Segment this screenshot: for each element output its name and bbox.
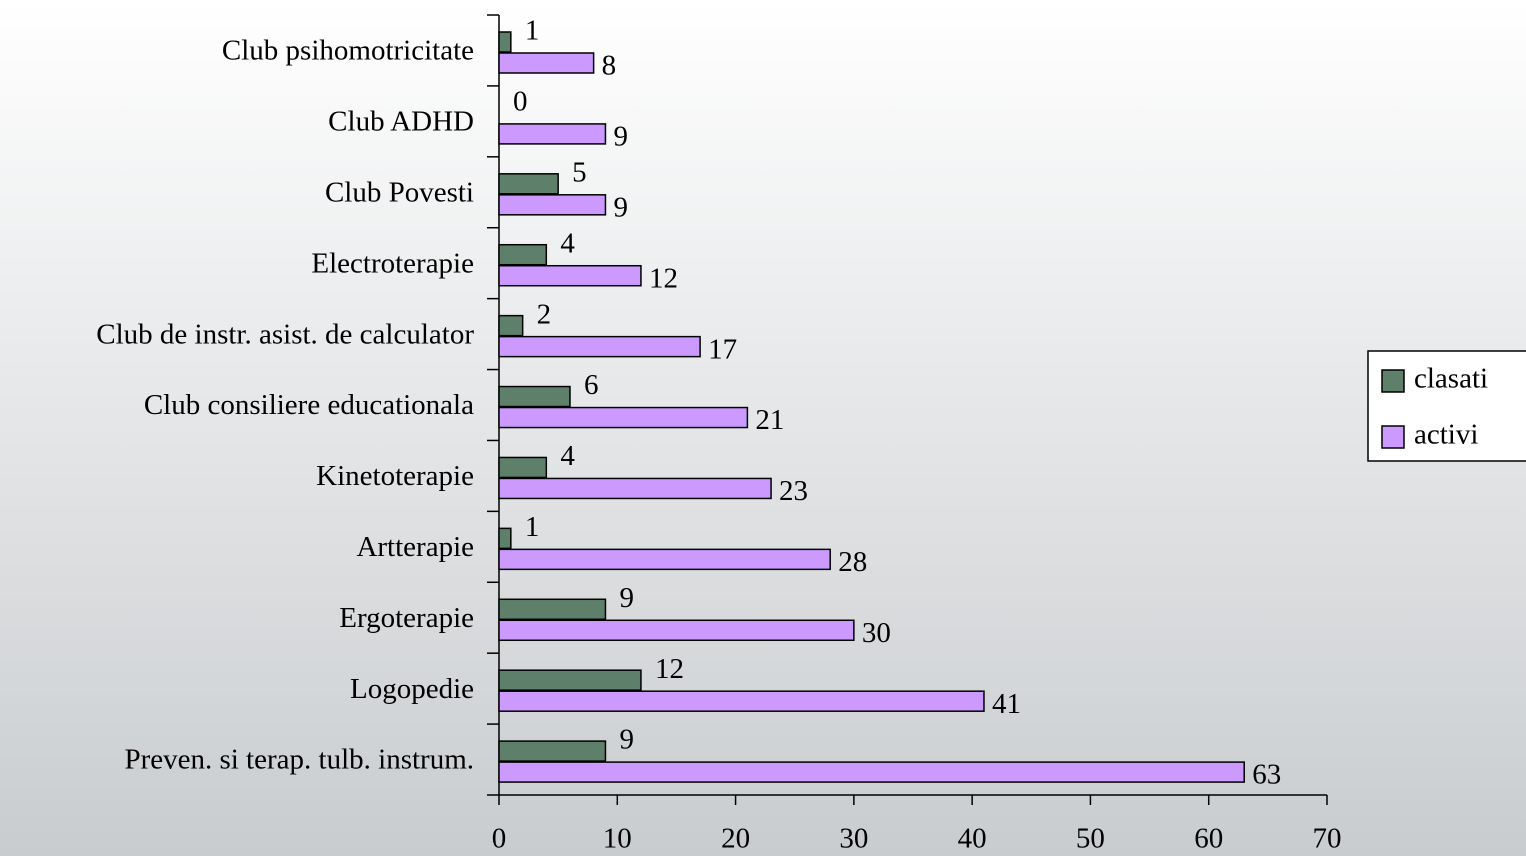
bar xyxy=(498,761,1245,783)
bar xyxy=(498,385,571,408)
y-tick-label: Ergoterapie xyxy=(339,602,474,634)
y-tick-label: Club psihomotricitate xyxy=(222,35,474,67)
value-label: 21 xyxy=(755,404,784,436)
value-label: 8 xyxy=(602,50,617,82)
bar xyxy=(498,173,559,195)
legend-label: clasati xyxy=(1414,363,1488,395)
value-label: 1 xyxy=(525,15,540,47)
x-tick-label: 20 xyxy=(721,823,750,855)
value-label: 6 xyxy=(584,369,599,401)
x-tick-label: 50 xyxy=(1076,823,1105,855)
bar xyxy=(498,690,985,712)
bar xyxy=(498,31,512,53)
value-label: 9 xyxy=(619,582,634,614)
value-label: 28 xyxy=(838,546,867,578)
bar xyxy=(498,314,524,337)
x-tick-label: 70 xyxy=(1313,823,1342,855)
value-label: 63 xyxy=(1252,759,1281,791)
value-label: 9 xyxy=(619,724,634,756)
bar xyxy=(498,406,749,429)
bar xyxy=(498,619,855,642)
x-tick-label: 0 xyxy=(492,823,507,855)
x-tick-label: 30 xyxy=(839,823,868,855)
legend-swatch xyxy=(1381,425,1405,449)
bar xyxy=(498,194,607,216)
y-tick-label: Kinetoterapie xyxy=(316,460,474,492)
x-tick-label: 10 xyxy=(603,823,632,855)
legend-label: activi xyxy=(1414,419,1478,451)
y-tick-label: Electroterapie xyxy=(311,247,474,279)
value-label: 17 xyxy=(708,333,737,365)
y-tick-label: Artterapie xyxy=(356,531,474,563)
bar xyxy=(498,548,831,571)
bar xyxy=(498,264,642,287)
value-label: 41 xyxy=(992,688,1021,720)
bar xyxy=(498,477,772,500)
bar xyxy=(498,335,701,358)
value-label: 0 xyxy=(513,86,528,118)
value-label: 12 xyxy=(655,653,684,685)
bar xyxy=(498,669,642,691)
value-label: 9 xyxy=(613,121,628,153)
bar xyxy=(498,243,548,266)
value-label: 1 xyxy=(525,511,540,543)
x-tick-label: 60 xyxy=(1194,823,1223,855)
value-label: 9 xyxy=(613,191,628,223)
bar xyxy=(498,598,607,621)
bar xyxy=(498,123,607,145)
value-label: 30 xyxy=(862,617,891,649)
bar xyxy=(498,456,548,479)
y-tick-label: Preven. si terap. tulb. instrum. xyxy=(124,744,474,776)
bar xyxy=(498,740,607,762)
y-tick-label: Club Povesti xyxy=(325,176,474,208)
value-label: 5 xyxy=(572,156,587,188)
value-label: 4 xyxy=(560,227,575,259)
bar xyxy=(498,527,512,550)
value-label: 23 xyxy=(779,475,808,507)
bar xyxy=(498,52,595,74)
y-tick-label: Logopedie xyxy=(350,673,474,705)
y-tick-label: Club consiliere educationala xyxy=(144,389,474,421)
legend-swatch xyxy=(1381,369,1405,393)
value-label: 12 xyxy=(649,262,678,294)
y-tick-label: Club de instr. asist. de calculator xyxy=(96,318,474,350)
value-label: 4 xyxy=(560,440,575,472)
x-tick-label: 40 xyxy=(958,823,987,855)
y-tick-label: Club ADHD xyxy=(328,106,474,138)
value-label: 2 xyxy=(537,298,552,330)
